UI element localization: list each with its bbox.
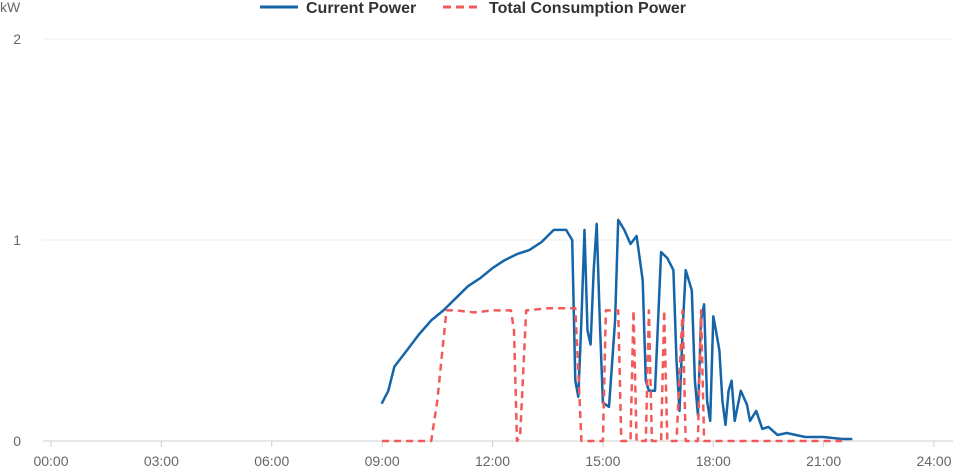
x-tick-label: 12:00 [475,453,510,466]
legend[interactable]: Current Power Total Consumption Power [260,0,686,17]
grid-layer [43,38,953,442]
x-tick-label: 06:00 [254,453,289,466]
series-line-current-power [380,218,853,441]
y-tick-label: 2 [13,31,21,47]
legend-label: Total Consumption Power [489,0,686,17]
y-tick-label: 0 [13,433,21,449]
x-tick-label: 24:00 [916,453,951,466]
x-tick-label: 00:00 [33,453,68,466]
x-tick-label: 15:00 [585,453,620,466]
x-tick-label: 21:00 [806,453,841,466]
legend-item-total-consumption-power[interactable]: Total Consumption Power [443,0,686,17]
series-layer [380,218,853,443]
y-tick-label: 1 [13,232,21,248]
y-axis-unit-label: kW [0,0,21,15]
legend-item-current-power[interactable]: Current Power [260,0,416,17]
x-tick-label: 18:00 [696,453,731,466]
x-tick-label: 09:00 [365,453,400,466]
series-line-total-consumption-power [382,307,842,443]
axis-layer: 0 1 2 00:00 03:00 06:00 09:00 12:00 15:00 18:00 21… [13,31,952,466]
x-tick-label: 03:00 [144,453,179,466]
legend-label: Current Power [306,0,416,17]
